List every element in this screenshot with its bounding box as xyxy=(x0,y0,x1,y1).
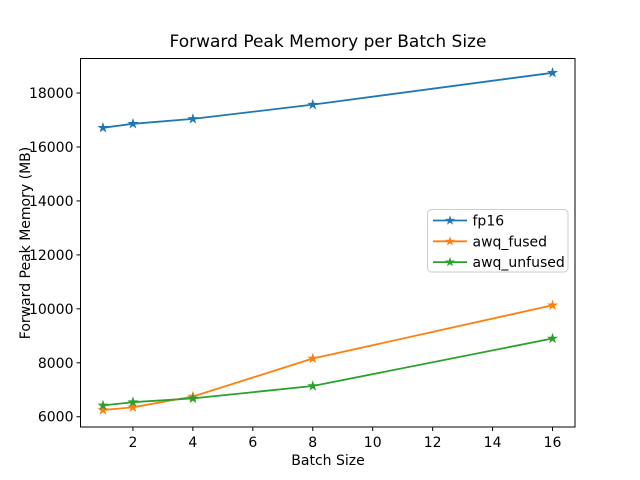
marker-awq_unfused xyxy=(307,380,319,391)
marker-awq_fused xyxy=(97,404,109,415)
x-ticks: 2 4 6 8 10 12 14 16 xyxy=(128,427,562,451)
line-fp16 xyxy=(102,71,554,129)
y-tick-label: 8000 xyxy=(38,356,74,372)
marker-fp16 xyxy=(97,122,109,133)
marker-fp16 xyxy=(547,67,559,78)
plot-generated: 2 4 6 8 10 12 14 16 6000 8000 10000 12000 14000 16000… xyxy=(29,58,576,451)
legend-marker xyxy=(445,256,455,267)
line-awq_fused xyxy=(102,304,554,411)
y-tick-label: 12000 xyxy=(29,248,74,264)
y-tick-label: 14000 xyxy=(29,194,74,210)
x-tick-label: 6 xyxy=(248,435,257,451)
legend-label: awq_unfused xyxy=(473,255,565,271)
marker-awq_unfused xyxy=(187,392,199,404)
legend-box xyxy=(427,209,569,273)
marker-awq_fused xyxy=(547,299,559,311)
legend-label: fp16 xyxy=(473,214,505,230)
marker-awq_unfused xyxy=(547,332,559,344)
x-tick-label: 16 xyxy=(544,435,562,451)
marker-awq_fused xyxy=(127,401,139,412)
x-axis-label: Batch Size xyxy=(291,453,364,469)
y-tick-label: 6000 xyxy=(38,410,74,426)
x-tick-label: 12 xyxy=(424,435,442,451)
legend-label: awq_fused xyxy=(473,234,548,250)
y-ticks: 6000 8000 10000 12000 14000 16000 18000 xyxy=(29,86,81,426)
marker-awq_unfused xyxy=(127,396,139,407)
y-axis-label: Forward Peak Memory (MB) xyxy=(18,147,34,339)
marker-fp16 xyxy=(307,98,319,110)
x-tick-label: 2 xyxy=(128,435,137,451)
legend-item-awq_fused: awq_fused xyxy=(433,234,547,250)
y-tick-label: 10000 xyxy=(29,302,74,318)
series-awq_fused xyxy=(97,299,559,415)
legend: fp16 awq_fused awq_unfused xyxy=(427,209,569,273)
y-tick-label: 16000 xyxy=(29,140,74,156)
y-tick-label: 18000 xyxy=(29,86,74,102)
marker-awq_fused xyxy=(307,352,319,364)
x-tick-label: 10 xyxy=(364,435,382,451)
legend-marker xyxy=(445,215,455,225)
marker-fp16 xyxy=(127,117,139,129)
legend-item-awq_unfused: awq_unfused xyxy=(433,255,565,271)
legend-item-fp16: fp16 xyxy=(433,214,504,230)
x-tick-label: 14 xyxy=(484,435,502,451)
x-tick-label: 8 xyxy=(308,435,317,451)
line-awq_unfused xyxy=(102,337,554,407)
chart-title: Forward Peak Memory per Batch Size xyxy=(170,32,487,52)
marker-fp16 xyxy=(187,113,199,124)
axes-box xyxy=(80,58,576,428)
series-fp16 xyxy=(97,67,559,133)
legend-marker xyxy=(445,236,455,246)
x-tick-label: 4 xyxy=(188,435,197,451)
marker-awq_unfused xyxy=(97,399,109,411)
series-awq_unfused xyxy=(97,332,559,411)
